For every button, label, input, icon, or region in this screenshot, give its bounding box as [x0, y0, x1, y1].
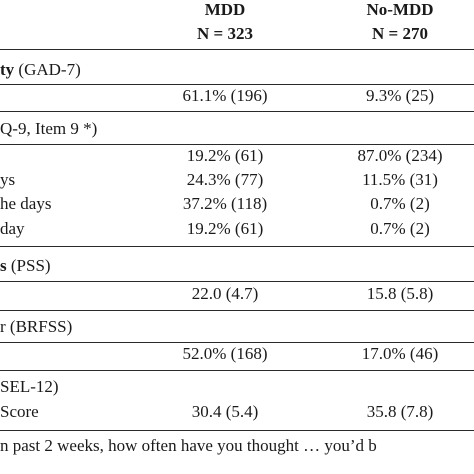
cell-nomdd: 87.0% (234) [357, 146, 443, 165]
section-rule [0, 281, 474, 282]
section-title-isel12: SEL-12) [0, 377, 59, 396]
section-rule [0, 342, 474, 343]
cell-mdd: 24.3% (77) [186, 170, 264, 189]
cell-mdd: 19.2% (61) [186, 146, 264, 165]
cell-mdd: 37.2% (118) [182, 194, 268, 213]
section-rule [0, 84, 474, 85]
col-header-nomdd: No-MDD [366, 0, 434, 19]
section-title-gad7: ty (GAD-7) [0, 60, 81, 79]
section-rule [0, 246, 474, 247]
table-bottom-rule [0, 430, 474, 431]
cell-nomdd: 17.0% (46) [361, 344, 439, 363]
col-header-mdd-n: N = 323 [197, 24, 253, 43]
cell-nomdd: 0.7% (2) [370, 219, 430, 238]
section-rule [0, 310, 474, 311]
cell-nomdd: 35.8 (7.8) [366, 402, 434, 421]
header-rule [0, 49, 474, 50]
cell-mdd: 52.0% (168) [182, 344, 268, 363]
row-label: Score [0, 402, 39, 421]
section-rule [0, 370, 474, 371]
section-rule [0, 111, 474, 112]
section-title-brfss: r (BRFSS) [0, 317, 73, 336]
cell-mdd: 61.1% (196) [182, 86, 268, 105]
section-title-phq9: Q-9, Item 9 *) [0, 119, 98, 138]
row-label: ys [0, 170, 16, 189]
cell-nomdd: 15.8 (5.8) [366, 284, 434, 303]
row-label: day [0, 219, 25, 238]
cell-nomdd: 9.3% (25) [366, 86, 434, 105]
col-header-mdd: MDD [204, 0, 246, 19]
section-title-pss: s (PSS) [0, 256, 51, 275]
cell-nomdd: 11.5% (31) [362, 170, 438, 189]
col-header-nomdd-n: N = 270 [372, 24, 428, 43]
cell-mdd: 22.0 (4.7) [191, 284, 259, 303]
row-label: he days [0, 194, 52, 213]
cell-nomdd: 0.7% (2) [370, 194, 430, 213]
cell-mdd: 30.4 (5.4) [191, 402, 259, 421]
footnote: n past 2 weeks, how often have you thoug… [0, 436, 377, 455]
section-rule [0, 144, 474, 145]
cell-mdd: 19.2% (61) [186, 219, 264, 238]
